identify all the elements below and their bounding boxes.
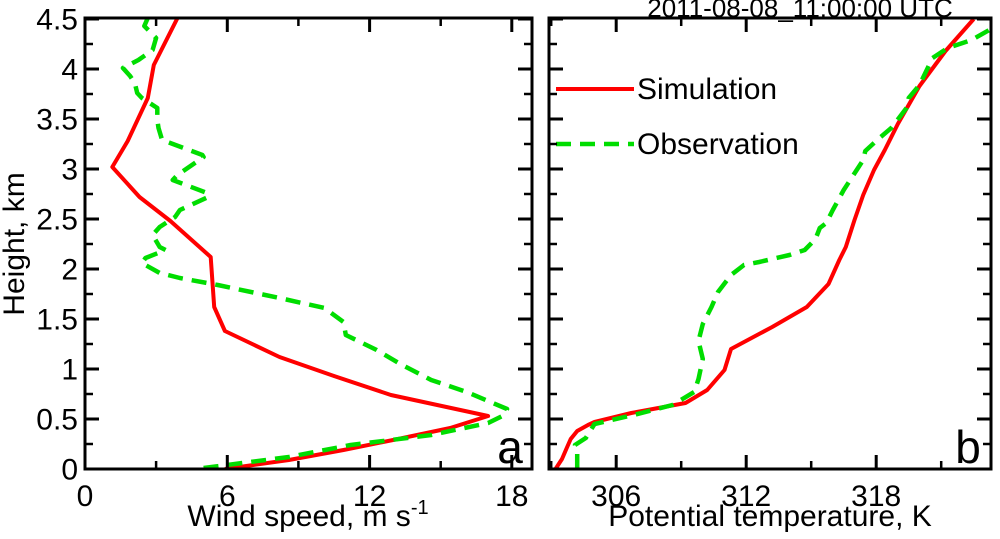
curves-a	[110, 18, 510, 469]
panel-a: 0 6 12 18 0 0.5 1 1.5 2 2.5 3 3.5 4 4.5	[36, 4, 534, 513]
legend: Simulation Observation	[556, 73, 799, 161]
y-tick-label: 4.5	[36, 4, 78, 37]
y-tick-label: 2	[61, 254, 78, 287]
x-tick-label: 306	[591, 480, 641, 513]
y-tick-label: 0	[61, 454, 78, 487]
y-tick-label: 3	[61, 154, 78, 187]
legend-simulation-label: Simulation	[637, 73, 777, 106]
simulation-line	[553, 18, 976, 469]
y-tick-label: 1.5	[36, 304, 78, 337]
panel-a-letter: a	[497, 421, 523, 473]
panels: 0 6 12 18 0 0.5 1 1.5 2 2.5 3 3.5 4 4.5 306 312 318	[36, 4, 993, 513]
legend-observation-label: Observation	[637, 128, 799, 161]
x-tick-label: 312	[721, 480, 771, 513]
observation-line	[120, 18, 510, 469]
x-tick-label: 18	[495, 480, 528, 513]
y-tick-label: 1	[61, 354, 78, 387]
y-tick-label: 0.5	[36, 404, 78, 437]
y-tick-label: 4	[61, 54, 78, 87]
x-axis-label-wind-sup: -1	[411, 497, 429, 519]
x-tick-label: 6	[219, 480, 236, 513]
x-axis-label-temperature: Potential temperature, K	[608, 500, 932, 533]
x-axis-label-wind: Wind speed, m s-1	[187, 497, 428, 533]
y-tick-label: 3.5	[36, 104, 78, 137]
simulation-line	[110, 18, 491, 469]
x-tick-label: 0	[77, 480, 94, 513]
curves-b	[553, 18, 991, 469]
x-tick-label: 12	[353, 480, 386, 513]
x-tick-label: 318	[851, 480, 901, 513]
chart-title: 2011-08-08_11:00:00 UTC	[647, 0, 952, 23]
y-axis-label: Height, km	[0, 172, 31, 315]
panel-b: 306 312 318	[547, 16, 993, 513]
panel-b-letter: b	[955, 421, 981, 473]
y-tick-label: 2.5	[36, 204, 78, 237]
x-axis-label-wind-text: Wind speed, m s	[187, 500, 410, 533]
observation-line	[572, 27, 991, 469]
